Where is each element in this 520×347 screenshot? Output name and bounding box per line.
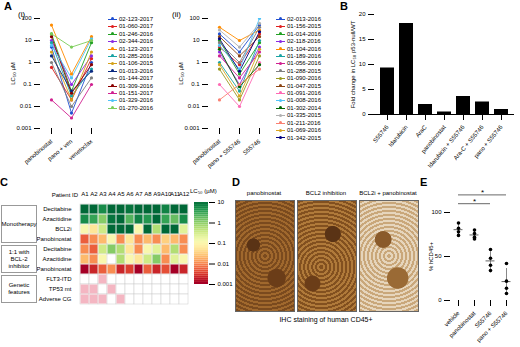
svg-text:Panobinostat: Panobinostat: [36, 236, 71, 242]
svg-text:A4: A4: [108, 191, 116, 197]
svg-text:50: 50: [435, 253, 442, 259]
svg-text:A2: A2: [90, 191, 98, 197]
svg-text:Idarubicin: Idarubicin: [387, 124, 408, 148]
svg-text:FLT3-ITD: FLT3-ITD: [46, 276, 72, 282]
svg-text:Azacitidine: Azacitidine: [42, 216, 72, 222]
svg-text:0: 0: [438, 297, 442, 303]
svg-text:LC₅₀ µM: LC₅₀ µM: [10, 62, 16, 85]
svg-text:A7: A7: [135, 191, 143, 197]
svg-text:LC₅₀ µM: LC₅₀ µM: [178, 62, 184, 85]
svg-text:1: 1: [218, 220, 222, 226]
svg-text:A5: A5: [117, 191, 125, 197]
svg-text:1: 1: [196, 59, 200, 65]
svg-text:100: 100: [431, 209, 442, 215]
svg-text:10: 10: [218, 199, 225, 205]
svg-text:BCL2i: BCL2i: [55, 226, 71, 232]
svg-text:Decitabine: Decitabine: [43, 206, 72, 212]
svg-text:0: 0: [362, 111, 366, 117]
svg-text:Adverse CG: Adverse CG: [39, 296, 72, 302]
svg-text:panobinostat: panobinostat: [448, 310, 477, 339]
svg-text:0.01: 0.01: [20, 103, 32, 109]
svg-text:1: 1: [28, 59, 32, 65]
svg-text:100: 100: [21, 15, 32, 21]
svg-text:A1: A1: [81, 191, 89, 197]
svg-text:pano + S55746: pano + S55746: [473, 124, 504, 160]
svg-text:10: 10: [25, 37, 32, 43]
svg-text:*: *: [481, 188, 484, 197]
svg-text:Fold change in LC₅₀ p53-null/W: Fold change in LC₅₀ p53-null/WT: [350, 20, 356, 108]
svg-text:Azacitidine: Azacitidine: [42, 256, 72, 262]
svg-text:20: 20: [359, 11, 366, 17]
svg-text:pano + S55746: pano + S55746: [475, 310, 509, 344]
svg-text:A12: A12: [179, 191, 190, 197]
svg-text:0.001: 0.001: [218, 281, 234, 287]
svg-text:0.001: 0.001: [16, 125, 32, 131]
svg-text:10: 10: [193, 37, 200, 43]
svg-text:AraC: AraC: [414, 124, 428, 139]
svg-text:venetoclax: venetoclax: [68, 138, 94, 161]
svg-text:15: 15: [359, 36, 366, 42]
svg-text:A6: A6: [126, 191, 134, 197]
svg-text:0.01: 0.01: [188, 103, 200, 109]
svg-text:0.01: 0.01: [218, 261, 230, 267]
svg-text:pano + S55746: pano + S55746: [206, 138, 242, 169]
svg-text:100: 100: [189, 15, 200, 21]
svg-text:10: 10: [359, 61, 366, 67]
svg-text:0.1: 0.1: [218, 240, 227, 246]
svg-text:S55746: S55746: [242, 138, 262, 156]
svg-text:Decitabine: Decitabine: [43, 246, 72, 252]
svg-text:S55746: S55746: [372, 124, 390, 144]
svg-text:0.1: 0.1: [191, 81, 200, 87]
svg-text:5: 5: [362, 86, 366, 92]
svg-text:0.001: 0.001: [184, 125, 200, 131]
svg-text:A3: A3: [99, 191, 107, 197]
svg-text:0.1: 0.1: [23, 81, 32, 87]
svg-text:% hCD45+: % hCD45+: [428, 241, 434, 271]
svg-text:*: *: [473, 197, 476, 206]
svg-text:A8: A8: [144, 191, 152, 197]
svg-text:Panobinostat: Panobinostat: [36, 266, 71, 272]
svg-text:TP53 mt: TP53 mt: [49, 286, 72, 292]
